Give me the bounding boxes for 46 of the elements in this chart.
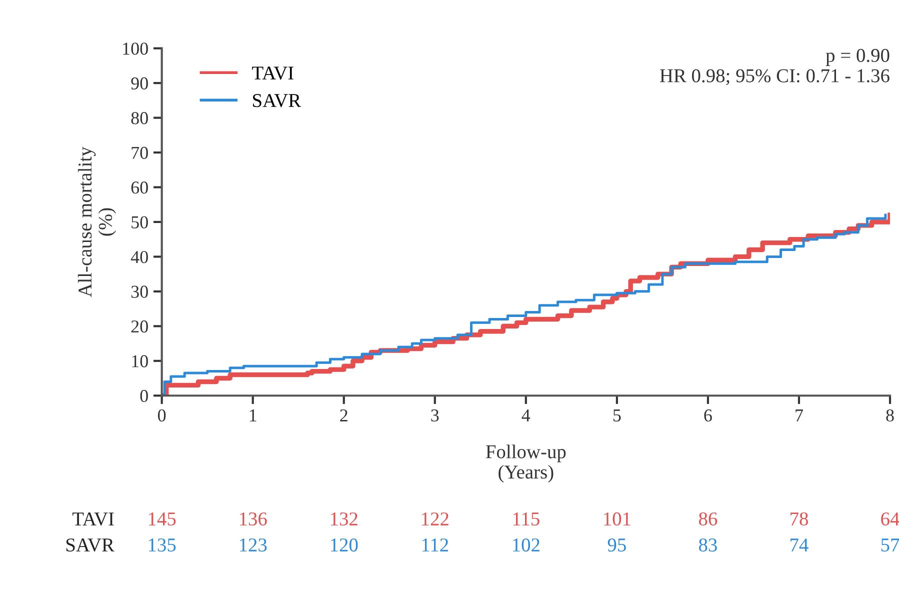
y-tick-label: 70 — [132, 146, 148, 159]
y-tick-label: 10 — [132, 355, 148, 368]
y-tick-label: 50 — [132, 216, 148, 228]
x-tick-label: 4 — [522, 409, 530, 422]
y-axis-title: All-cause mortality (%) — [78, 146, 116, 298]
text: 57 — [881, 538, 899, 552]
y-tick-label: 40 — [130, 250, 148, 264]
y-tick-label: 80 — [131, 112, 148, 124]
text: 86 — [698, 512, 718, 526]
x-tick-label: 2 — [340, 409, 348, 422]
legend-label: TAVI — [252, 66, 294, 80]
x-tick-label: 5 — [613, 410, 621, 422]
y-tick-label: 100 — [123, 42, 148, 55]
x-tick-label: 0 — [158, 409, 166, 422]
x-axis-title: Follow-up (Years) — [486, 444, 566, 483]
y-tick-label: 0 — [140, 390, 148, 402]
text: 102 — [513, 538, 540, 552]
annotation: p = 0.90 — [826, 48, 890, 66]
text: 135 — [148, 538, 176, 552]
text: 145 — [148, 512, 176, 526]
text: 112 — [422, 538, 448, 552]
text: 123 — [240, 538, 267, 552]
y-tick-label: 30 — [131, 286, 148, 298]
y-tick-label: 20 — [131, 320, 148, 333]
x-tick-label: 1 — [250, 409, 256, 422]
y-tick-label: 90 — [131, 77, 148, 90]
text: 74 — [790, 538, 808, 552]
text: 83 — [698, 538, 717, 552]
text: 122 — [422, 512, 448, 526]
text: 136 — [240, 512, 267, 526]
text: 101 — [604, 512, 630, 526]
text: 132 — [330, 512, 358, 526]
text: 78 — [790, 512, 808, 526]
x-tick-label: 6 — [704, 409, 712, 422]
x-tick-label: 3 — [431, 409, 439, 422]
text: 120 — [330, 538, 358, 552]
x-tick-label: 7 — [796, 410, 803, 422]
text: TAVI — [72, 512, 114, 526]
text: SAVR — [66, 538, 114, 552]
annotation: HR 0.98; 95% CI: 0.71 - 1.36 — [660, 69, 890, 86]
y-tick-label: 60 — [131, 181, 148, 194]
text: 115 — [513, 512, 540, 526]
text: 95 — [608, 538, 626, 552]
legend-label: SAVR — [253, 94, 302, 108]
x-tick-label: 8 — [886, 409, 894, 422]
text: 64 — [881, 512, 899, 526]
